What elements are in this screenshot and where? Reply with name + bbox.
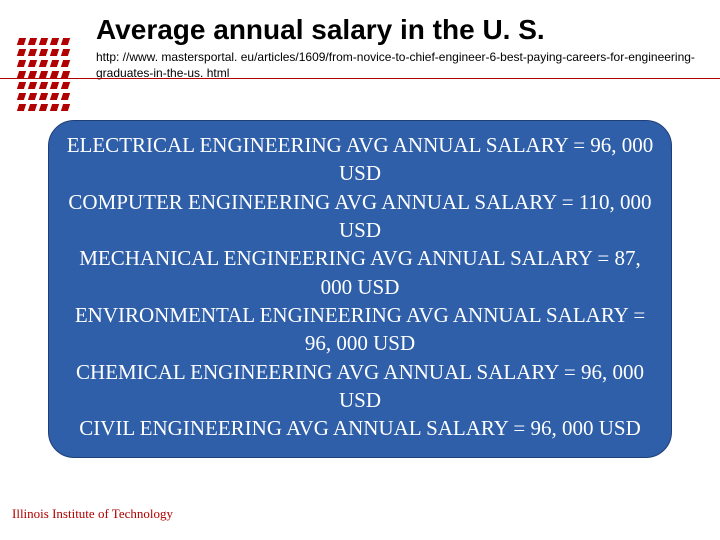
salary-line: ELECTRICAL ENGINEERING AVG ANNUAL SALARY… [65,131,655,188]
logo-dot [50,60,59,67]
salary-box: ELECTRICAL ENGINEERING AVG ANNUAL SALARY… [48,120,672,458]
logo-dot [28,49,37,56]
logo-dot [39,104,48,111]
logo-dot [50,93,59,100]
salary-line: CHEMICAL ENGINEERING AVG ANNUAL SALARY =… [65,358,655,415]
logo-dot [17,60,26,67]
logo-dot [17,104,26,111]
logo-dot [61,93,70,100]
logo-dot [17,93,26,100]
logo-dot [50,104,59,111]
footer-text: Illinois Institute of Technology [12,506,173,522]
salary-line: ENVIRONMENTAL ENGINEERING AVG ANNUAL SAL… [65,301,655,358]
logo-dot [28,71,37,78]
logo-dot [61,49,70,56]
page-title: Average annual salary in the U. S. [96,14,545,46]
logo-dot [61,104,70,111]
source-url: http: //www. mastersportal. eu/articles/… [96,50,700,81]
logo-dot [28,93,37,100]
logo-dot [28,82,37,89]
logo-dot [17,49,26,56]
logo-dot [28,104,37,111]
header-divider [0,78,720,79]
logo-dot [39,71,48,78]
logo-dot [39,49,48,56]
logo-dot [17,71,26,78]
salary-line: MECHANICAL ENGINEERING AVG ANNUAL SALARY… [65,244,655,301]
logo-dot [17,38,26,45]
logo-dot [61,82,70,89]
logo-dot [50,82,59,89]
logo-dot [61,60,70,67]
logo-dot [50,49,59,56]
logo-dot [39,38,48,45]
logo-dot-grid [18,38,73,115]
logo-dot [28,60,37,67]
logo-dot [28,38,37,45]
logo-dot [39,82,48,89]
logo-dot [39,93,48,100]
salary-line: COMPUTER ENGINEERING AVG ANNUAL SALARY =… [65,188,655,245]
logo-dot [61,71,70,78]
logo-dot [50,71,59,78]
logo-dot [39,60,48,67]
logo-dot [61,38,70,45]
salary-line: CIVIL ENGINEERING AVG ANNUAL SALARY = 96… [65,414,655,442]
logo-dot [17,82,26,89]
logo-dot [50,38,59,45]
